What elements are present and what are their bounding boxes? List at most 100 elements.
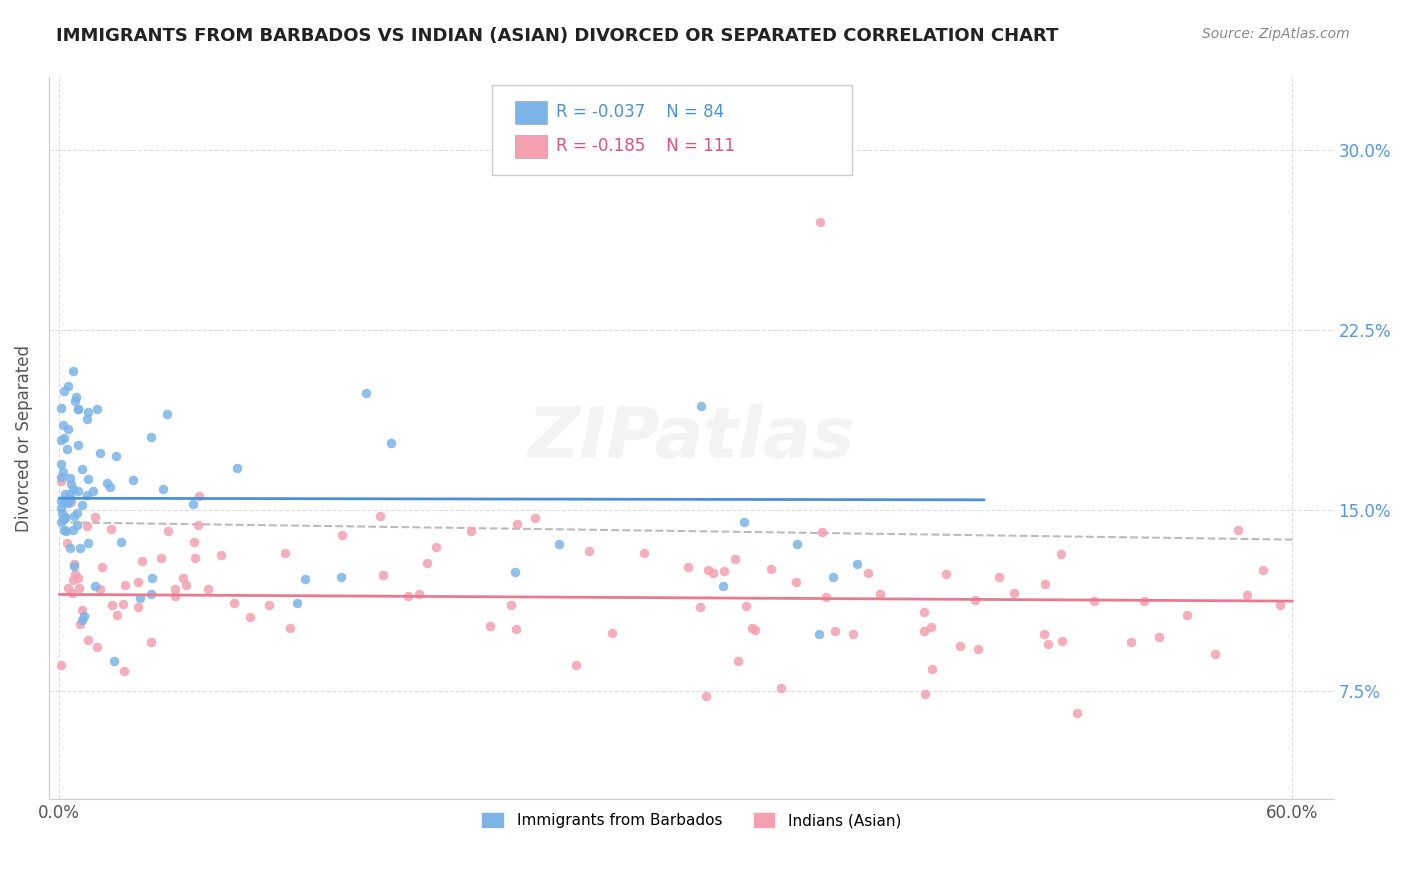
Point bbox=[1002, 586, 1025, 600]
Point bbox=[239, 610, 262, 624]
Point bbox=[1050, 547, 1073, 561]
Point bbox=[62, 559, 84, 574]
Point bbox=[744, 623, 766, 637]
Point bbox=[56, 422, 79, 436]
Point bbox=[128, 591, 150, 606]
Point bbox=[285, 596, 308, 610]
Point bbox=[51, 515, 73, 529]
Point bbox=[127, 599, 149, 614]
Point bbox=[425, 540, 447, 554]
Point bbox=[821, 570, 844, 584]
Point bbox=[259, 599, 281, 613]
Point bbox=[478, 618, 501, 632]
Point bbox=[114, 578, 136, 592]
Point bbox=[51, 657, 73, 672]
Point bbox=[935, 567, 957, 582]
Point bbox=[70, 462, 93, 476]
Point bbox=[86, 640, 108, 654]
Point bbox=[51, 501, 73, 516]
Point bbox=[82, 483, 104, 498]
Point bbox=[689, 599, 711, 614]
Point bbox=[56, 536, 79, 550]
Point bbox=[62, 523, 84, 537]
Point bbox=[187, 517, 209, 532]
Point bbox=[53, 431, 76, 445]
FancyBboxPatch shape bbox=[515, 102, 547, 124]
Point bbox=[156, 407, 179, 421]
Point bbox=[51, 493, 73, 508]
Point bbox=[676, 559, 699, 574]
Point bbox=[66, 402, 89, 417]
Point bbox=[55, 524, 77, 538]
Point bbox=[785, 575, 807, 590]
Point bbox=[174, 577, 197, 591]
Point bbox=[380, 435, 402, 450]
Point bbox=[209, 548, 232, 562]
Point bbox=[122, 474, 145, 488]
Point bbox=[112, 665, 135, 679]
Point bbox=[100, 522, 122, 536]
Point bbox=[727, 654, 749, 668]
Point bbox=[89, 582, 111, 596]
Point bbox=[633, 546, 655, 560]
Point bbox=[51, 469, 73, 483]
Point bbox=[759, 562, 782, 576]
Point bbox=[105, 449, 128, 463]
Point bbox=[1251, 564, 1274, 578]
Point bbox=[505, 516, 527, 531]
Point bbox=[713, 564, 735, 578]
Point bbox=[1050, 633, 1073, 648]
Point bbox=[52, 465, 75, 479]
Point bbox=[58, 378, 80, 392]
Point bbox=[51, 474, 73, 488]
Point bbox=[1036, 636, 1059, 650]
Point bbox=[912, 605, 935, 619]
Point bbox=[62, 557, 84, 571]
Point bbox=[139, 587, 162, 601]
Point bbox=[59, 495, 82, 509]
Point bbox=[62, 482, 84, 496]
Point bbox=[55, 442, 77, 457]
Point bbox=[1033, 577, 1056, 591]
Point bbox=[695, 689, 717, 703]
Point bbox=[408, 587, 430, 601]
Text: IMMIGRANTS FROM BARBADOS VS INDIAN (ASIAN) DIVORCED OR SEPARATED CORRELATION CHA: IMMIGRANTS FROM BARBADOS VS INDIAN (ASIA… bbox=[56, 27, 1059, 45]
Point bbox=[141, 571, 163, 585]
Point bbox=[225, 461, 247, 475]
Point bbox=[914, 686, 936, 700]
Point bbox=[77, 405, 100, 419]
Point bbox=[72, 608, 94, 623]
Point bbox=[83, 579, 105, 593]
Point bbox=[824, 624, 846, 639]
Point bbox=[330, 527, 353, 541]
Point bbox=[105, 607, 128, 622]
Point bbox=[76, 412, 98, 426]
Point bbox=[734, 599, 756, 614]
Point bbox=[139, 635, 162, 649]
Point bbox=[846, 557, 869, 571]
Point bbox=[62, 574, 84, 588]
Point bbox=[1121, 635, 1143, 649]
Point bbox=[222, 596, 245, 610]
Point bbox=[89, 446, 111, 460]
Point bbox=[59, 476, 82, 491]
Point bbox=[842, 627, 865, 641]
Point bbox=[76, 472, 98, 486]
Point bbox=[690, 399, 713, 413]
Point bbox=[51, 457, 73, 471]
Point bbox=[86, 402, 108, 417]
Text: ZIPatlas: ZIPatlas bbox=[527, 404, 855, 473]
Point bbox=[808, 215, 831, 229]
Point bbox=[912, 624, 935, 639]
Point bbox=[62, 364, 84, 378]
Point bbox=[1270, 598, 1292, 612]
Point bbox=[66, 518, 89, 533]
FancyBboxPatch shape bbox=[515, 136, 547, 158]
Point bbox=[59, 486, 82, 500]
Point bbox=[501, 598, 523, 612]
Point bbox=[460, 524, 482, 538]
Point bbox=[53, 384, 76, 398]
Point bbox=[1147, 630, 1170, 644]
Point bbox=[274, 546, 297, 560]
Point bbox=[769, 681, 792, 695]
